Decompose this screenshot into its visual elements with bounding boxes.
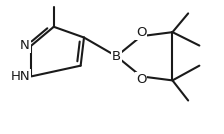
Text: O: O (136, 26, 146, 39)
Text: N: N (20, 39, 30, 52)
Text: O: O (136, 73, 146, 86)
Text: B: B (112, 50, 121, 63)
Text: HN: HN (10, 70, 30, 83)
